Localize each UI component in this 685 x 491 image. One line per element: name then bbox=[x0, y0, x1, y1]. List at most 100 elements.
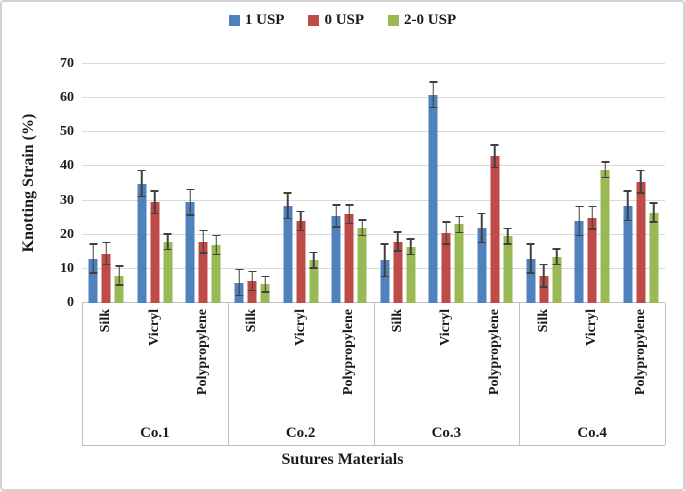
bar bbox=[380, 243, 390, 303]
bar-cluster bbox=[283, 192, 319, 303]
bar bbox=[539, 263, 549, 303]
gridline bbox=[82, 199, 665, 201]
error-bar-cap-top bbox=[150, 190, 159, 192]
error-bar-vline bbox=[251, 270, 253, 292]
error-bar-vline bbox=[458, 215, 461, 234]
error-bar-cap-bot bbox=[283, 217, 292, 220]
bar bbox=[600, 161, 610, 303]
bar bbox=[137, 169, 147, 303]
material-label: Silk bbox=[535, 309, 553, 332]
error-bar bbox=[552, 248, 561, 266]
material-label: Vicryl bbox=[292, 309, 310, 346]
bar-cluster bbox=[477, 144, 513, 303]
error-bar-vline bbox=[215, 234, 218, 256]
group-label: Co.1 bbox=[140, 425, 170, 441]
error-bar-cap-top bbox=[199, 229, 208, 232]
error-bar-vline bbox=[202, 229, 205, 254]
bar bbox=[185, 188, 195, 303]
error-bar bbox=[636, 169, 645, 194]
error-bar bbox=[212, 234, 221, 256]
error-bar-cap-bot bbox=[102, 263, 111, 266]
legend-swatch-red-icon bbox=[308, 15, 320, 26]
error-bar-cap-top bbox=[248, 270, 257, 273]
error-bar bbox=[283, 192, 292, 220]
error-bar-vline bbox=[141, 169, 143, 198]
gridline bbox=[82, 97, 665, 99]
material-label: Vicryl bbox=[583, 309, 601, 346]
bar-cluster bbox=[234, 268, 270, 303]
error-bar bbox=[115, 265, 124, 286]
legend-item-2-0usp: 2-0 USP bbox=[388, 12, 456, 29]
error-bar-cap-bot bbox=[406, 253, 415, 256]
gridline bbox=[82, 267, 665, 269]
error-bar-vline bbox=[410, 238, 412, 256]
error-bar-cap-bot bbox=[429, 106, 438, 109]
error-bar bbox=[163, 233, 172, 251]
bar bbox=[198, 229, 208, 303]
bar bbox=[406, 238, 416, 303]
material-label-text: Vicryl bbox=[146, 309, 162, 346]
error-bar bbox=[539, 263, 548, 288]
error-bar-cap-top bbox=[490, 144, 499, 146]
bar bbox=[211, 234, 221, 303]
error-bar bbox=[490, 144, 499, 169]
error-bar bbox=[477, 212, 486, 244]
material-label-text: Polypropylene bbox=[341, 309, 357, 396]
error-bar bbox=[575, 205, 584, 237]
y-tick-label: 20 bbox=[60, 226, 74, 242]
error-bar bbox=[296, 210, 305, 232]
error-bar-cap-top bbox=[235, 268, 244, 271]
error-bar-cap-bot bbox=[552, 263, 561, 266]
error-bar-cap-bot bbox=[89, 272, 98, 274]
material-label-text: Vicryl bbox=[292, 309, 308, 346]
bar bbox=[552, 248, 562, 303]
error-bar bbox=[442, 221, 451, 245]
material-label-text: Vicryl bbox=[438, 309, 454, 346]
error-bar-vline bbox=[481, 212, 483, 244]
error-bar-cap-bot bbox=[309, 267, 318, 269]
bar-cluster bbox=[428, 81, 464, 303]
error-bar-vline bbox=[299, 210, 302, 232]
error-bar-cap-bot bbox=[212, 253, 221, 256]
error-bar-vline bbox=[432, 81, 435, 109]
y-tick-label: 0 bbox=[67, 295, 74, 310]
bar bbox=[393, 231, 403, 303]
legend-label-0usp: 0 USP bbox=[324, 12, 365, 28]
error-bar bbox=[393, 231, 402, 252]
error-bar-vline bbox=[445, 221, 448, 245]
material-label: Vicryl bbox=[146, 309, 164, 346]
error-bar-vline bbox=[397, 231, 399, 252]
y-tick-label: 30 bbox=[60, 192, 74, 208]
error-bar-vline bbox=[639, 169, 642, 194]
error-bar-cap-top bbox=[186, 188, 195, 191]
group-label: Co.3 bbox=[431, 425, 462, 441]
gridline bbox=[82, 165, 665, 167]
bar bbox=[526, 243, 536, 303]
error-bar-cap-top bbox=[455, 215, 464, 218]
error-bar bbox=[248, 270, 257, 292]
error-bar-vline bbox=[105, 241, 108, 266]
material-label-text: Polypropylene bbox=[632, 309, 648, 396]
error-bar bbox=[186, 188, 195, 216]
error-bar-cap-bot bbox=[477, 241, 486, 244]
error-bar-cap-bot bbox=[503, 243, 512, 245]
error-bar-cap-bot bbox=[623, 219, 632, 222]
material-label-text: Polypropylene bbox=[486, 309, 502, 396]
error-bar-cap-top bbox=[89, 243, 98, 245]
x-axis-line bbox=[82, 302, 665, 303]
error-bar-vline bbox=[578, 205, 580, 237]
error-bar bbox=[380, 243, 389, 278]
group-separator-line bbox=[519, 303, 521, 445]
error-bar-cap-top bbox=[601, 161, 610, 163]
bar bbox=[114, 265, 124, 303]
bar-cluster bbox=[185, 188, 221, 303]
error-bar-vline bbox=[507, 227, 509, 245]
error-bar-cap-bot bbox=[332, 226, 341, 228]
group-separator-line bbox=[665, 303, 666, 445]
bar bbox=[636, 169, 646, 303]
bar bbox=[331, 204, 341, 303]
error-bar-cap-top bbox=[526, 243, 535, 245]
bar bbox=[101, 241, 111, 303]
y-tick-label: 50 bbox=[60, 124, 74, 140]
